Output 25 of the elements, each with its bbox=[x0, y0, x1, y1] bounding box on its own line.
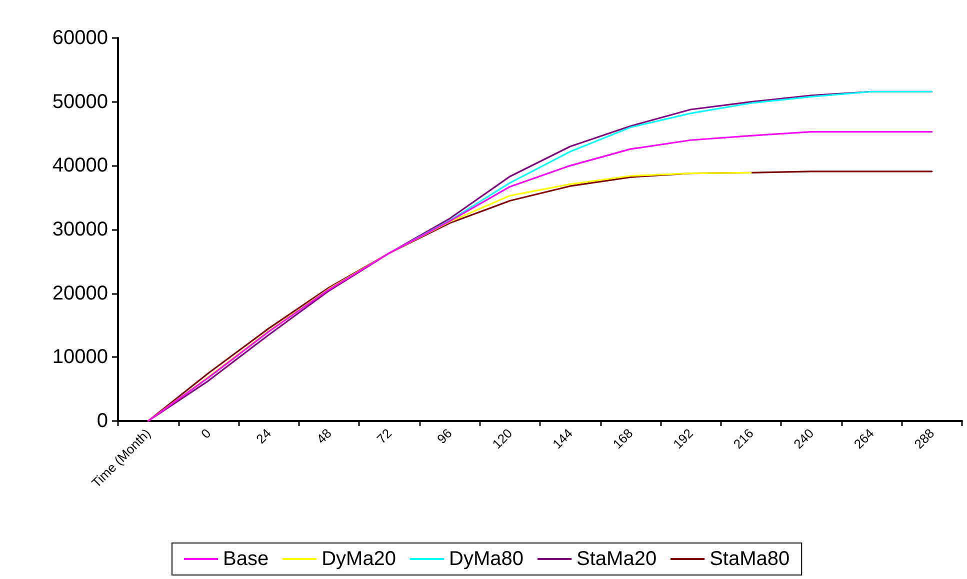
y-tick-label: 30000 bbox=[52, 218, 108, 240]
legend-label: StaMa20 bbox=[576, 548, 657, 570]
x-tick-label: 288 bbox=[911, 426, 938, 452]
legend-label: DyMa20 bbox=[322, 548, 396, 570]
y-tick-label: 40000 bbox=[52, 154, 108, 177]
x-tick-label: 24 bbox=[253, 426, 274, 447]
x-tick-label: 168 bbox=[610, 426, 636, 452]
legend-label: Base bbox=[223, 548, 269, 570]
x-tick-label: 120 bbox=[489, 426, 516, 452]
y-tick-label: 60000 bbox=[52, 27, 108, 49]
x-tick-label: 216 bbox=[730, 426, 756, 452]
y-tick-label: 50000 bbox=[52, 90, 108, 113]
x-tick-label: 72 bbox=[374, 426, 395, 447]
x-tick-label: 264 bbox=[850, 426, 877, 452]
x-tick-label: 144 bbox=[550, 426, 576, 452]
x-tick-label: 48 bbox=[313, 426, 334, 447]
y-tick-label: 20000 bbox=[52, 282, 108, 304]
x-tick-label: 96 bbox=[434, 426, 455, 447]
x-tick-label: 240 bbox=[790, 426, 817, 452]
y-tick-label: 10000 bbox=[52, 346, 108, 368]
legend-label: StaMa80 bbox=[710, 548, 790, 570]
y-tick-label: 0 bbox=[96, 410, 108, 432]
x-tick-label: 0 bbox=[198, 426, 214, 442]
legend-label: DyMa80 bbox=[449, 548, 524, 570]
x-tick-label: 192 bbox=[670, 426, 696, 452]
